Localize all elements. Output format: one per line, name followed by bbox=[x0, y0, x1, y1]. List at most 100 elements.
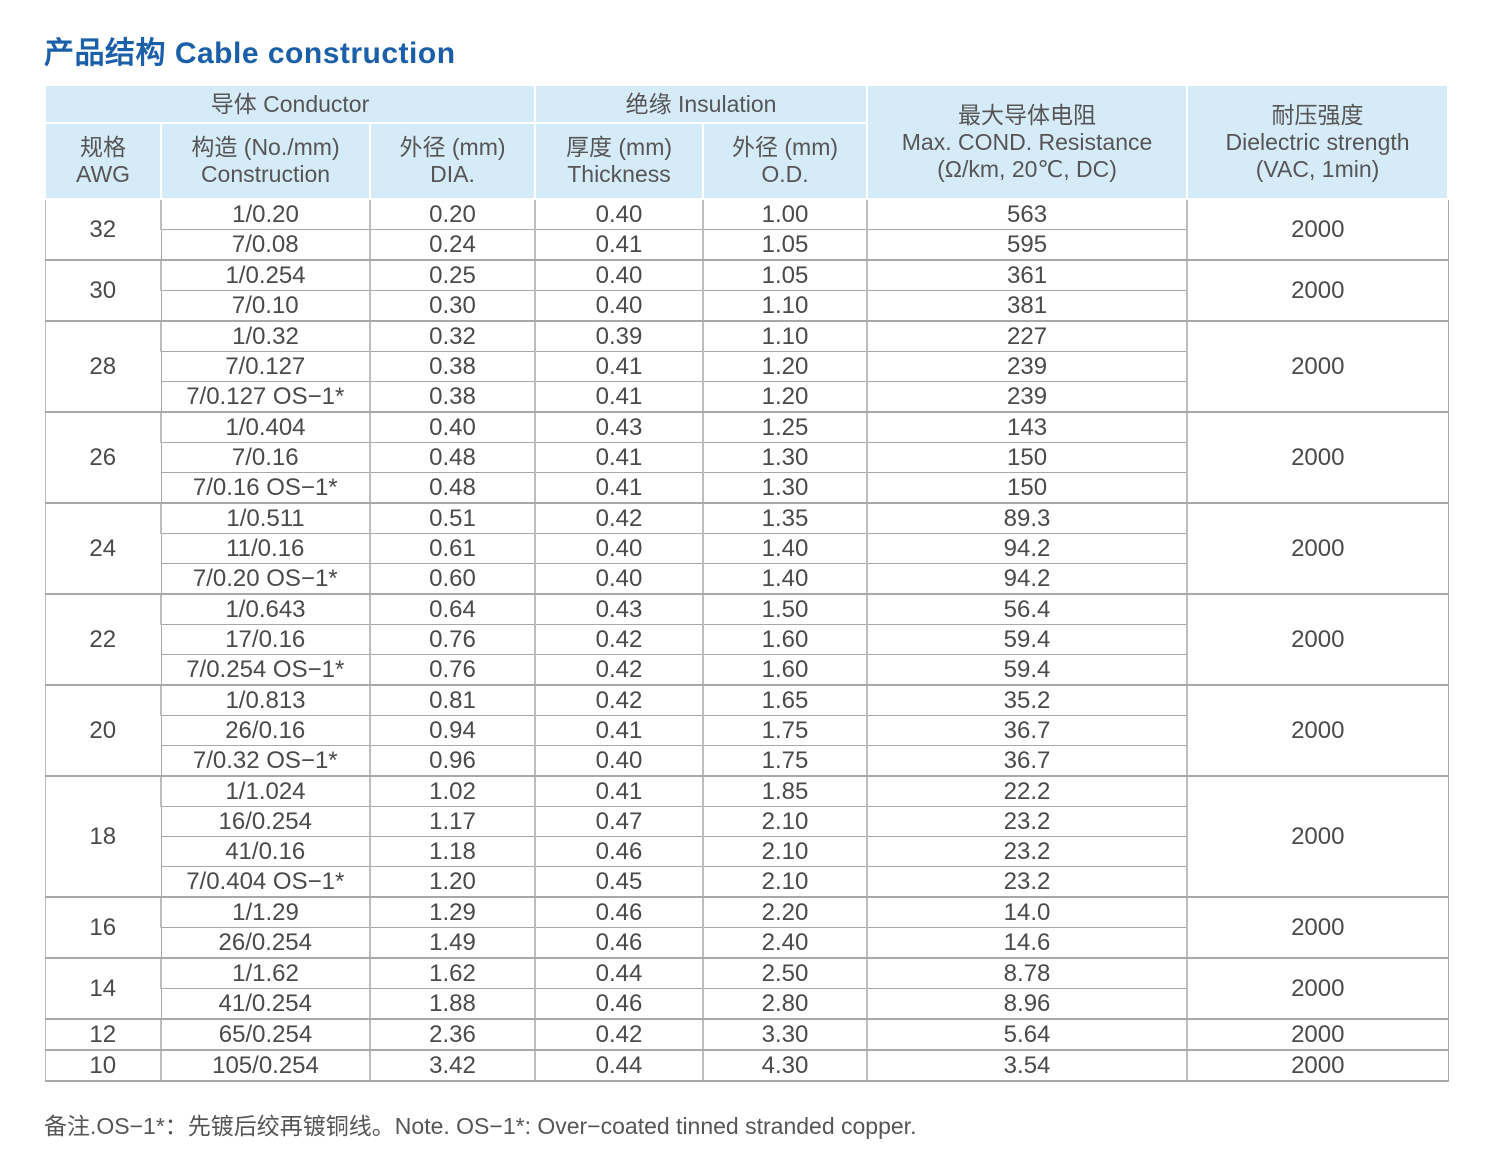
od-cell: 1.85 bbox=[702, 775, 868, 807]
construction-cell: 7/0.32 OS−1* bbox=[160, 745, 371, 777]
header-od: 外径 (mm) O.D. bbox=[702, 122, 869, 200]
thickness-cell: 0.41 bbox=[534, 472, 704, 504]
thickness-cell: 0.40 bbox=[534, 290, 704, 322]
awg-cell: 10 bbox=[44, 1049, 162, 1082]
dia-cell: 0.76 bbox=[368, 654, 536, 686]
header-dielectric: 耐压强度 Dielectric strength (VAC, 1min) bbox=[1186, 84, 1450, 200]
header-thickness-en: Thickness bbox=[567, 161, 671, 187]
table-row: 16 1/1.29 1.29 0.46 2.20 14.0 2000 bbox=[44, 896, 1449, 959]
resistance-cell: 23.2 bbox=[866, 836, 1188, 867]
od-cell: 1.40 bbox=[702, 533, 868, 564]
table-row: 32 1/0.20 0.20 0.40 1.00 563 2000 bbox=[44, 198, 1449, 261]
thickness-cell: 0.46 bbox=[534, 836, 704, 867]
thickness-cell: 0.41 bbox=[534, 442, 704, 473]
od-cell: 1.10 bbox=[702, 290, 868, 322]
table-row: 10 105/0.254 3.42 0.44 4.30 3.54 2000 bbox=[44, 1049, 1449, 1082]
resistance-cell: 8.96 bbox=[866, 988, 1188, 1020]
awg-cell: 18 bbox=[44, 775, 162, 898]
thickness-cell: 0.39 bbox=[534, 320, 704, 352]
resistance-cell: 239 bbox=[866, 351, 1188, 382]
dielectric-cell: 2000 bbox=[1186, 593, 1449, 686]
thickness-cell: 0.47 bbox=[534, 806, 704, 837]
thickness-cell: 0.41 bbox=[534, 381, 704, 413]
construction-cell: 7/0.404 OS−1* bbox=[160, 866, 371, 898]
dia-cell: 0.38 bbox=[368, 381, 536, 413]
awg-cell: 28 bbox=[44, 320, 162, 413]
resistance-cell: 361 bbox=[866, 259, 1188, 291]
table-row: 14 1/1.62 1.62 0.44 2.50 8.78 2000 bbox=[44, 957, 1449, 1020]
thickness-cell: 0.43 bbox=[534, 411, 704, 443]
dielectric-cell: 2000 bbox=[1186, 259, 1449, 322]
dia-cell: 0.51 bbox=[368, 502, 536, 534]
construction-cell: 41/0.16 bbox=[160, 836, 371, 867]
construction-cell: 26/0.254 bbox=[160, 927, 371, 959]
resistance-cell: 14.0 bbox=[866, 896, 1188, 928]
od-cell: 4.30 bbox=[702, 1049, 868, 1082]
od-cell: 1.25 bbox=[702, 411, 868, 443]
dia-cell: 0.24 bbox=[368, 229, 536, 261]
thickness-cell: 0.41 bbox=[534, 229, 704, 261]
header-construction-en: Construction bbox=[200, 161, 331, 187]
dia-cell: 1.02 bbox=[368, 775, 536, 807]
thickness-cell: 0.44 bbox=[534, 957, 704, 989]
resistance-cell: 227 bbox=[866, 320, 1188, 352]
construction-cell: 1/0.643 bbox=[160, 593, 371, 625]
od-cell: 1.30 bbox=[702, 472, 868, 504]
dia-cell: 2.36 bbox=[368, 1018, 536, 1051]
resistance-cell: 56.4 bbox=[866, 593, 1188, 625]
header-awg: 规格 AWG bbox=[44, 122, 162, 200]
construction-cell: 1/1.62 bbox=[160, 957, 371, 989]
resistance-cell: 94.2 bbox=[866, 563, 1188, 595]
table-row: 28 1/0.32 0.32 0.39 1.10 227 2000 bbox=[44, 320, 1449, 413]
resistance-cell: 35.2 bbox=[866, 684, 1188, 716]
construction-cell: 1/0.254 bbox=[160, 259, 371, 291]
construction-cell: 1/0.404 bbox=[160, 411, 371, 443]
table-row: 24 1/0.511 0.51 0.42 1.35 89.3 2000 bbox=[44, 502, 1449, 595]
awg-cell: 30 bbox=[44, 259, 162, 322]
resistance-cell: 150 bbox=[866, 442, 1188, 473]
construction-cell: 17/0.16 bbox=[160, 624, 371, 655]
dielectric-cell: 2000 bbox=[1186, 1018, 1449, 1051]
table-row: 7/0.08 0.24 0.41 1.05 595 bbox=[45, 229, 1448, 261]
od-cell: 2.80 bbox=[702, 988, 868, 1020]
dielectric-cell: 2000 bbox=[1186, 411, 1449, 504]
thickness-cell: 0.41 bbox=[534, 715, 704, 746]
resistance-cell: 59.4 bbox=[866, 654, 1188, 686]
dia-cell: 1.20 bbox=[368, 866, 536, 898]
construction-cell: 7/0.10 bbox=[160, 290, 371, 322]
od-cell: 1.40 bbox=[702, 563, 868, 595]
dielectric-cell: 2000 bbox=[1186, 198, 1449, 261]
table-row: 7/0.127 0.38 0.41 1.20 239 bbox=[45, 351, 1448, 382]
od-cell: 3.30 bbox=[702, 1018, 868, 1051]
construction-cell: 7/0.127 OS−1* bbox=[160, 381, 371, 413]
od-cell: 2.10 bbox=[702, 836, 868, 867]
table-row: 7/0.16 OS−1* 0.48 0.41 1.30 150 bbox=[45, 472, 1448, 504]
resistance-cell: 59.4 bbox=[866, 624, 1188, 655]
dia-cell: 1.18 bbox=[368, 836, 536, 867]
cable-construction-table-wrap: 导体 Conductor 绝缘 Insulation 最大导体电阻 Max. C… bbox=[43, 84, 1450, 1082]
table-body: 32 1/0.20 0.20 0.40 1.00 563 2000 7/0.08 0.24 0.4… bbox=[44, 198, 1449, 1082]
thickness-cell: 0.42 bbox=[534, 684, 704, 716]
header-resistance-unit: (Ω/km, 20℃, DC) bbox=[937, 155, 1117, 182]
header-dielectric-en: Dielectric strength bbox=[1225, 128, 1410, 155]
header-dia-en: DIA. bbox=[430, 161, 475, 187]
resistance-cell: 89.3 bbox=[866, 502, 1188, 534]
dielectric-cell: 2000 bbox=[1186, 896, 1449, 959]
od-cell: 1.50 bbox=[702, 593, 868, 625]
dia-cell: 1.88 bbox=[368, 988, 536, 1020]
dia-cell: 1.49 bbox=[368, 927, 536, 959]
header-thickness-cn: 厚度 (mm) bbox=[566, 134, 673, 160]
dia-cell: 0.61 bbox=[368, 533, 536, 564]
dielectric-cell: 2000 bbox=[1186, 320, 1449, 413]
dia-cell: 0.81 bbox=[368, 684, 536, 716]
od-cell: 2.10 bbox=[702, 806, 868, 837]
header-dielectric-cn: 耐压强度 bbox=[1271, 101, 1364, 128]
construction-cell: 1/1.024 bbox=[160, 775, 371, 807]
construction-cell: 1/0.32 bbox=[160, 320, 371, 352]
header-od-cn: 外径 (mm) bbox=[732, 134, 839, 160]
table-row: 22 1/0.643 0.64 0.43 1.50 56.4 2000 bbox=[44, 593, 1449, 686]
resistance-cell: 3.54 bbox=[866, 1049, 1188, 1082]
table-row: 41/0.254 1.88 0.46 2.80 8.96 bbox=[45, 988, 1448, 1020]
resistance-cell: 5.64 bbox=[866, 1018, 1188, 1051]
header-conductor: 导体 Conductor bbox=[43, 84, 537, 124]
